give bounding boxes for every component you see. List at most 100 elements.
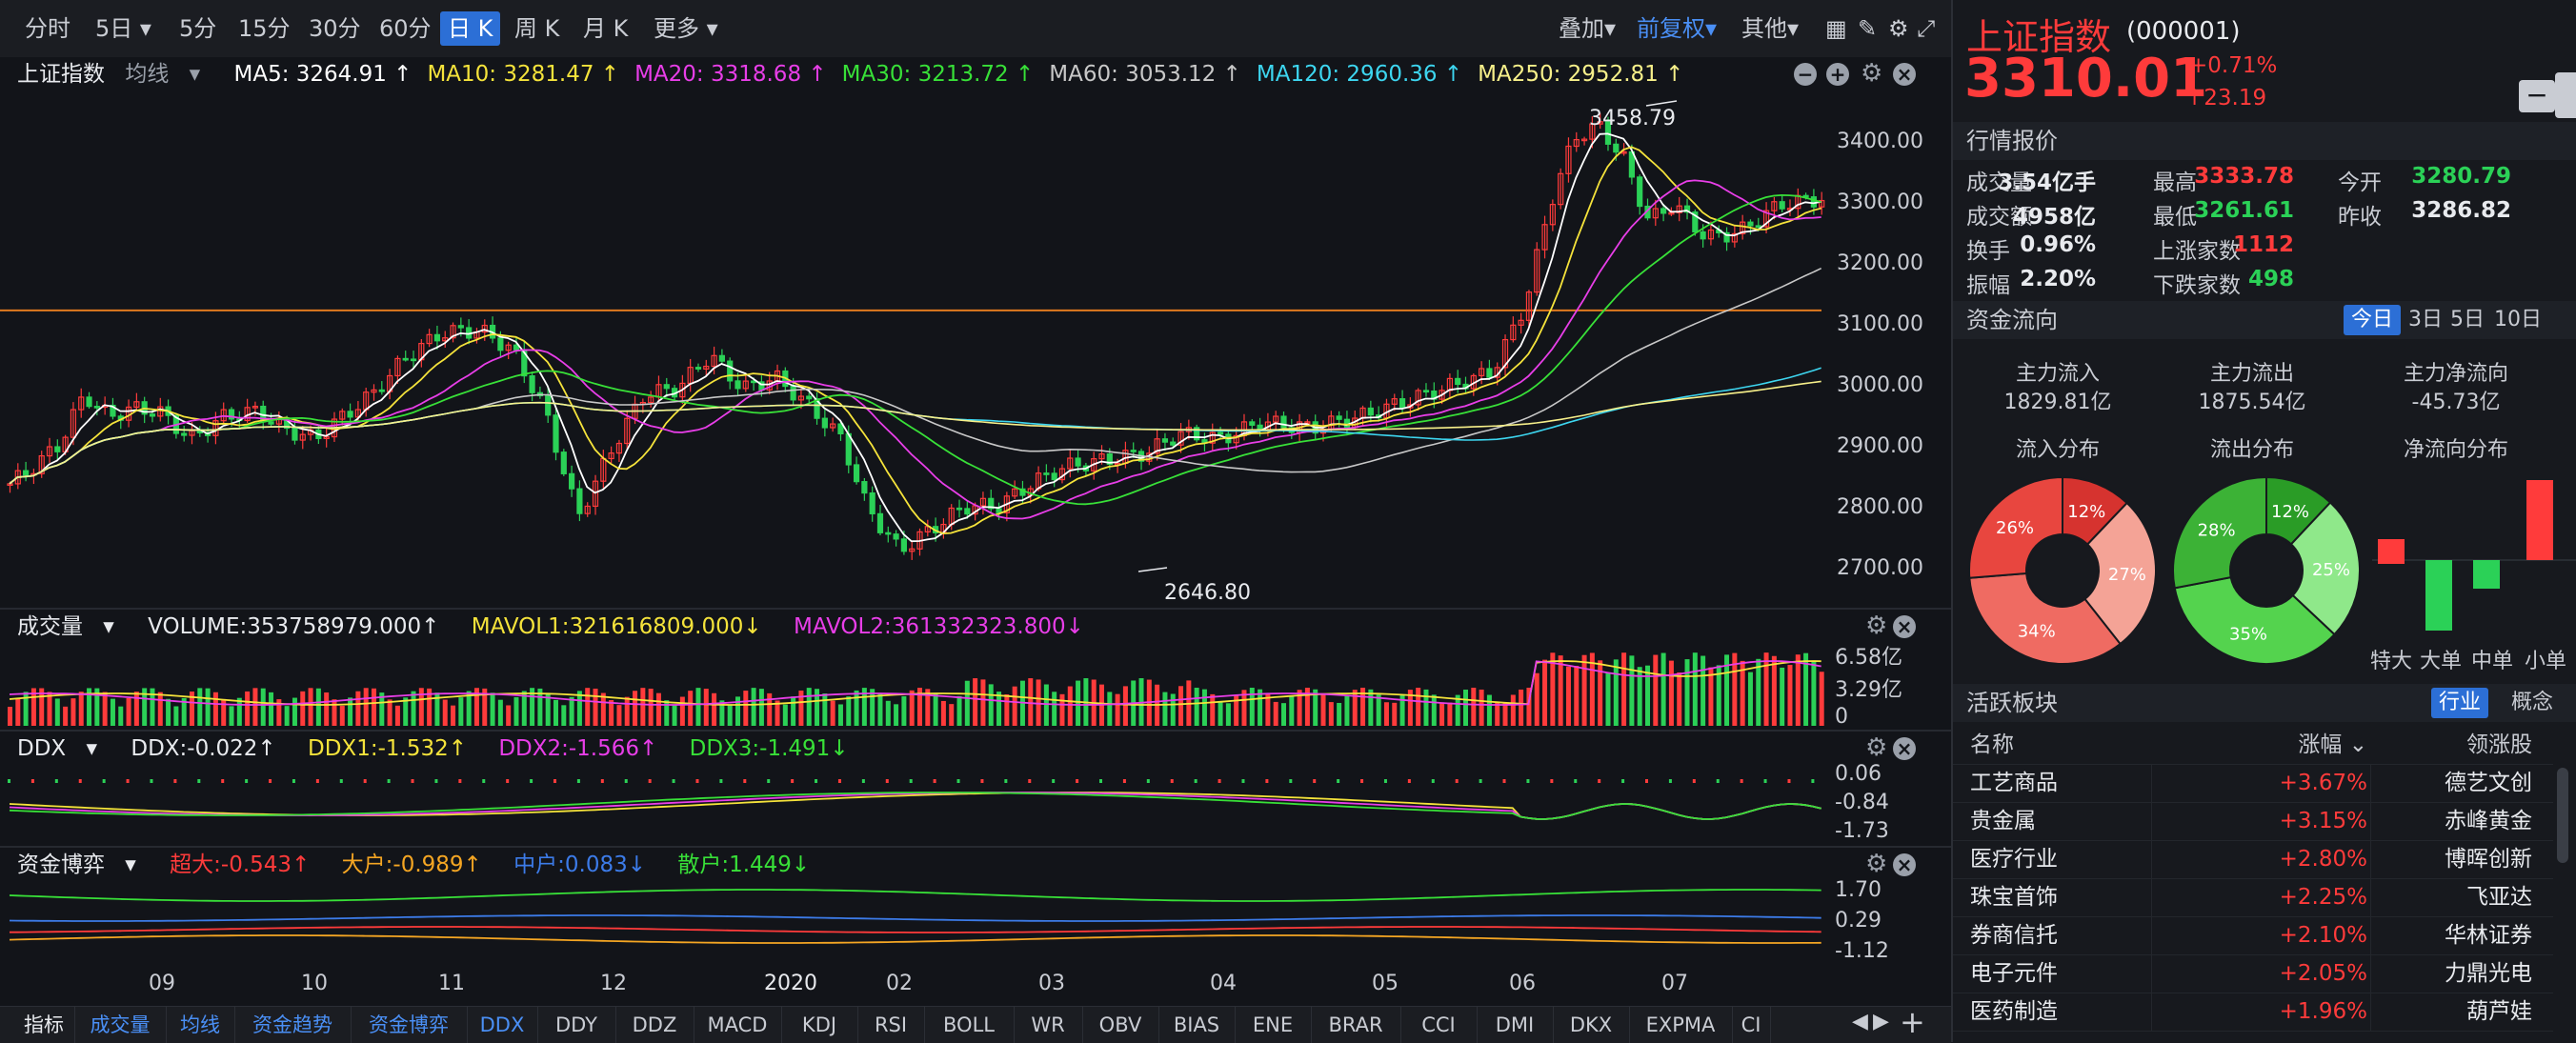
tab-weekly-k[interactable]: 周 K <box>514 15 560 42</box>
quote-value: 4958亿 <box>2012 205 2096 230</box>
gear-icon[interactable]: ⚙ <box>1861 59 1883 88</box>
tab-indicator[interactable]: DDY <box>537 1007 616 1043</box>
col-change[interactable]: 涨幅 ⌄ <box>2298 732 2367 757</box>
sector-row[interactable]: 贵金属 +3.15% 赤峰黄金 <box>1953 802 2553 841</box>
tab-scroll-left-icon[interactable]: ◀ <box>1852 1010 1868 1033</box>
tab-industry[interactable]: 行业 <box>2431 688 2489 718</box>
gear-icon[interactable]: ⚙ <box>1865 612 1888 640</box>
remove-watch-button[interactable]: − <box>2519 80 2555 112</box>
tab-5min[interactable]: 5分 <box>179 15 217 42</box>
fund-panel-title[interactable]: 资金博弈 ▾ <box>17 852 136 877</box>
sector-row[interactable]: 券商信托 +2.10% 华林证券 <box>1953 916 2553 955</box>
grid-icon[interactable]: ▦ <box>1825 15 1847 42</box>
tab-monthly-k[interactable]: 月 K <box>583 15 629 42</box>
tab-indicator[interactable]: 成交量 <box>74 1007 167 1043</box>
tab-indicator[interactable]: CCI <box>1400 1007 1478 1043</box>
net-flow-bar-chart[interactable] <box>2372 472 2576 672</box>
tab-indicator[interactable]: OBV <box>1082 1007 1159 1043</box>
tab-indicator[interactable]: DKX <box>1553 1007 1630 1043</box>
tab-15min[interactable]: 15分 <box>238 15 291 42</box>
plus-icon[interactable]: + <box>1826 63 1849 86</box>
tab-indicator[interactable]: DMI <box>1477 1007 1554 1043</box>
fullscreen-icon[interactable]: ⤢ <box>1917 15 1936 42</box>
other-dropdown[interactable]: 其他▾ <box>1741 15 1800 42</box>
close-icon[interactable]: × <box>1893 737 1916 760</box>
fund-chart[interactable] <box>0 880 1829 956</box>
collapse-panel-handle[interactable] <box>2555 72 2576 118</box>
tab-intraday[interactable]: 分时 <box>25 15 70 42</box>
flow-period-tab[interactable]: 3日 <box>2408 308 2443 331</box>
draw-pen-icon[interactable]: ✎ <box>1858 15 1878 42</box>
tab-5day[interactable]: 5日 ▾ <box>95 15 151 42</box>
gear-icon[interactable]: ⚙ <box>1865 733 1888 762</box>
sector-row[interactable]: 珠宝首饰 +2.25% 飞亚达 <box>1953 878 2553 917</box>
flow-period-tab[interactable]: 5日 <box>2450 308 2485 331</box>
mavol1-value: MAVOL1:321616809.000↓ <box>471 614 762 639</box>
volume-chart[interactable] <box>0 644 1829 730</box>
y-tick-label: 2800.00 <box>1837 495 1923 519</box>
tab-indicator[interactable]: 均线 <box>166 1007 235 1043</box>
tab-indicator[interactable]: KDJ <box>781 1007 858 1043</box>
tab-daily-k[interactable]: 日 K <box>440 11 501 46</box>
tab-indicator[interactable]: MACD <box>694 1007 782 1043</box>
close-icon[interactable]: × <box>1893 63 1916 86</box>
outflow-pie-chart[interactable]: 12% 25% 35% 28% <box>2168 472 2365 669</box>
net-flow-bar[interactable] <box>2526 480 2553 560</box>
gear-icon[interactable]: ⚙ <box>1865 850 1888 878</box>
close-icon[interactable]: × <box>1893 853 1916 876</box>
pie-slice[interactable] <box>2173 575 2336 665</box>
overlay-dropdown[interactable]: 叠加▾ <box>1559 15 1617 42</box>
add-indicator-icon[interactable]: + <box>1900 1004 1925 1040</box>
mode-dropdown[interactable]: 均线 ▾ <box>125 62 201 87</box>
volume-panel-title[interactable]: 成交量 ▾ <box>17 614 114 639</box>
net-flow-bar[interactable] <box>2425 560 2452 631</box>
tab-indicator[interactable]: CI <box>1732 1007 1771 1043</box>
sector-row[interactable]: 工艺商品 +3.67% 德艺文创 <box>1953 764 2553 803</box>
kline-chart[interactable] <box>0 91 1829 606</box>
quote-name: 上证指数 <box>1966 16 2112 58</box>
tab-scroll-right-icon[interactable]: ▶ <box>1873 1010 1889 1033</box>
inflow-pie-chart[interactable]: 12% 27% 34% 26% <box>1964 472 2161 669</box>
net-flow-bar[interactable] <box>2378 539 2405 564</box>
x-tick-label: 2020 <box>764 972 817 995</box>
tab-indicator[interactable]: RSI <box>857 1007 925 1043</box>
flow-period-tab[interactable]: 今日 <box>2344 305 2402 335</box>
sector-change: +3.67% <box>2279 771 2367 795</box>
pie-slice[interactable] <box>2172 475 2267 590</box>
flow-period-tab[interactable]: 10日 <box>2494 308 2542 331</box>
pie-slice[interactable] <box>1968 475 2063 579</box>
tab-indicator[interactable]: EXPMA <box>1629 1007 1733 1043</box>
pie-slice[interactable] <box>1968 572 2122 665</box>
ma-legend-item: MA60: 3053.12 ↑ <box>1049 62 1241 87</box>
tab-indicator[interactable]: ENE <box>1235 1007 1312 1043</box>
sector-row[interactable]: 医疗行业 +2.80% 博晖创新 <box>1953 840 2553 879</box>
sector-row[interactable]: 医药制造 +1.96% 葫芦娃 <box>1953 993 2553 1032</box>
pie-slice[interactable] <box>2083 501 2157 646</box>
tab-indicator[interactable]: BOLL <box>924 1007 1015 1043</box>
tab-indicator[interactable]: 指标 <box>13 1007 75 1043</box>
tab-indicator[interactable]: 资金趋势 <box>234 1007 352 1043</box>
close-icon[interactable]: × <box>1893 615 1916 638</box>
tab-concept[interactable]: 概念 <box>2511 691 2554 714</box>
minus-icon[interactable]: − <box>1794 63 1817 86</box>
ddx-panel-title[interactable]: DDX ▾ <box>17 736 98 761</box>
tab-60min[interactable]: 60分 <box>379 15 432 42</box>
sector-scrollbar[interactable] <box>2557 768 2568 863</box>
pie-slice[interactable] <box>2289 501 2361 636</box>
tab-indicator[interactable]: DDX <box>467 1007 538 1043</box>
adjust-dropdown[interactable]: 前复权▾ <box>1637 15 1718 42</box>
tab-30min[interactable]: 30分 <box>309 15 361 42</box>
ddx-value: DDX:-0.022↑ <box>131 736 276 761</box>
tab-indicator[interactable]: WR <box>1014 1007 1083 1043</box>
quote-value: 3333.78 <box>2194 164 2294 189</box>
tab-indicator[interactable]: 资金博弈 <box>351 1007 468 1043</box>
ddx-chart[interactable] <box>0 766 1829 844</box>
net-flow-bar[interactable] <box>2473 560 2500 589</box>
tab-indicator[interactable]: BIAS <box>1158 1007 1236 1043</box>
tab-indicator[interactable]: DDZ <box>615 1007 694 1043</box>
settings-icon[interactable]: ⚙ <box>1888 15 1909 42</box>
tab-indicator[interactable]: BRAR <box>1311 1007 1401 1043</box>
tab-more[interactable]: 更多 ▾ <box>654 15 718 42</box>
chevron-down-icon: ▾ <box>79 736 98 761</box>
sector-row[interactable]: 电子元件 +2.05% 力鼎光电 <box>1953 954 2553 993</box>
